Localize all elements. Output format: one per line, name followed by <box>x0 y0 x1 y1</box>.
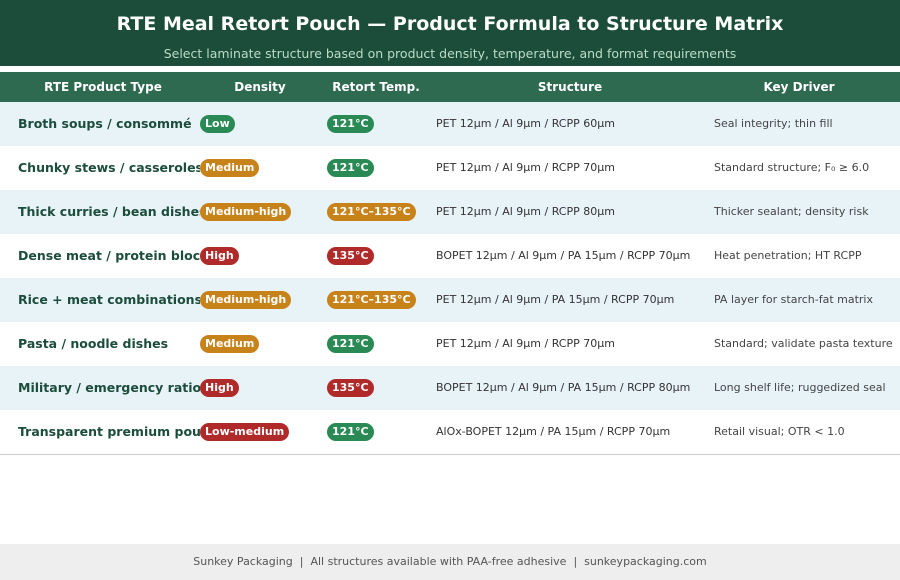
key-driver: PA layer for starch-fat matrix <box>714 293 874 306</box>
table-row: Rice + meat combinations PET 12μm / Al 9μ… <box>0 278 900 322</box>
header: RTE Meal Retort Pouch — Product Formula … <box>0 0 900 66</box>
key-driver: Seal integrity; thin fill <box>714 117 833 130</box>
table-row: Dense meat / protein blocks BOPET 12μm / … <box>0 234 900 278</box>
key-driver: Standard; validate pasta texture <box>714 337 893 350</box>
footer-text: Sunkey Packaging | All structures availa… <box>193 555 707 568</box>
structure: AlOx-BOPET 12μm / PA 15μm / RCPP 70μm <box>436 425 671 438</box>
temperature-badge: 135°C <box>327 247 374 265</box>
key-driver: Long shelf life; ruggedized seal <box>714 381 886 394</box>
temperature-badge: 121°C–135°C <box>327 291 416 309</box>
product-type: Military / emergency rations <box>18 380 200 395</box>
density-badge: High <box>200 379 239 397</box>
temperature-badge: 121°C–135°C <box>327 203 416 221</box>
table-row: Thick curries / bean dishes PET 12μm / Al… <box>0 190 900 234</box>
product-type: Rice + meat combinations <box>18 292 200 307</box>
table-end <box>0 454 900 455</box>
structure: PET 12μm / Al 9μm / RCPP 70μm <box>436 337 615 350</box>
column-header: RTE Product Type <box>44 80 162 94</box>
table-row: Pasta / noodle dishes PET 12μm / Al 9μm /… <box>0 322 900 366</box>
temperature-badge: 121°C <box>327 423 374 441</box>
temperature-badge: 121°C <box>327 335 374 353</box>
product-type: Pasta / noodle dishes <box>18 336 169 351</box>
title: RTE Meal Retort Pouch — Product Formula … <box>116 13 784 35</box>
temperature-badge: 121°C <box>327 115 374 133</box>
structure: PET 12μm / Al 9μm / PA 15μm / RCPP 70μm <box>436 293 675 306</box>
table-row: Chunky stews / casseroles PET 12μm / Al 9… <box>0 146 900 190</box>
table-header: RTE Product Type Density Retort Temp. St… <box>0 72 900 102</box>
column-header: Key Driver <box>763 80 835 94</box>
product-type: Chunky stews / casseroles <box>18 160 200 175</box>
structure: BOPET 12μm / Al 9μm / PA 15μm / RCPP 70μ… <box>436 249 691 262</box>
product-type: Dense meat / protein blocks <box>18 248 200 263</box>
product-type: Broth soups / consommé <box>18 116 192 131</box>
density-badge: Medium <box>200 335 260 353</box>
density-badge: Low-medium <box>200 423 290 441</box>
structure: PET 12μm / Al 9μm / RCPP 70μm <box>436 161 615 174</box>
table-row: Broth soups / consommé PET 12μm / Al 9μm … <box>0 102 900 146</box>
density-badge: Medium <box>200 159 260 177</box>
column-header: Density <box>234 80 286 94</box>
column-header: Structure <box>537 80 603 94</box>
product-type: Thick curries / bean dishes <box>18 204 200 219</box>
key-driver: Heat penetration; HT RCPP <box>714 249 862 262</box>
temperature-badge: 135°C <box>327 379 374 397</box>
density-badge: Medium-high <box>200 291 292 309</box>
column-header: Retort Temp. <box>332 80 420 94</box>
key-driver: Thicker sealant; density risk <box>714 205 869 218</box>
table-row: Military / emergency rations BOPET 12μm /… <box>0 366 900 410</box>
key-driver: Retail visual; OTR < 1.0 <box>714 425 845 438</box>
density-badge: High <box>200 247 239 265</box>
subtitle: Select laminate structure based on produ… <box>163 46 737 61</box>
temperature-badge: 121°C <box>327 159 374 177</box>
key-driver: Standard structure; F₀ ≥ 6.0 <box>714 161 870 174</box>
structure: PET 12μm / Al 9μm / RCPP 80μm <box>436 205 615 218</box>
density-badge: Medium-high <box>200 203 292 221</box>
density-badge: Low <box>200 115 235 133</box>
structure: PET 12μm / Al 9μm / RCPP 60μm <box>436 117 615 130</box>
product-type: Transparent premium pouch <box>18 424 200 439</box>
structure: BOPET 12μm / Al 9μm / PA 15μm / RCPP 80μ… <box>436 381 691 394</box>
footer: Sunkey Packaging | All structures availa… <box>0 544 900 580</box>
table-row: Transparent premium pouch AlOx-BOPET 12μm… <box>0 410 900 454</box>
